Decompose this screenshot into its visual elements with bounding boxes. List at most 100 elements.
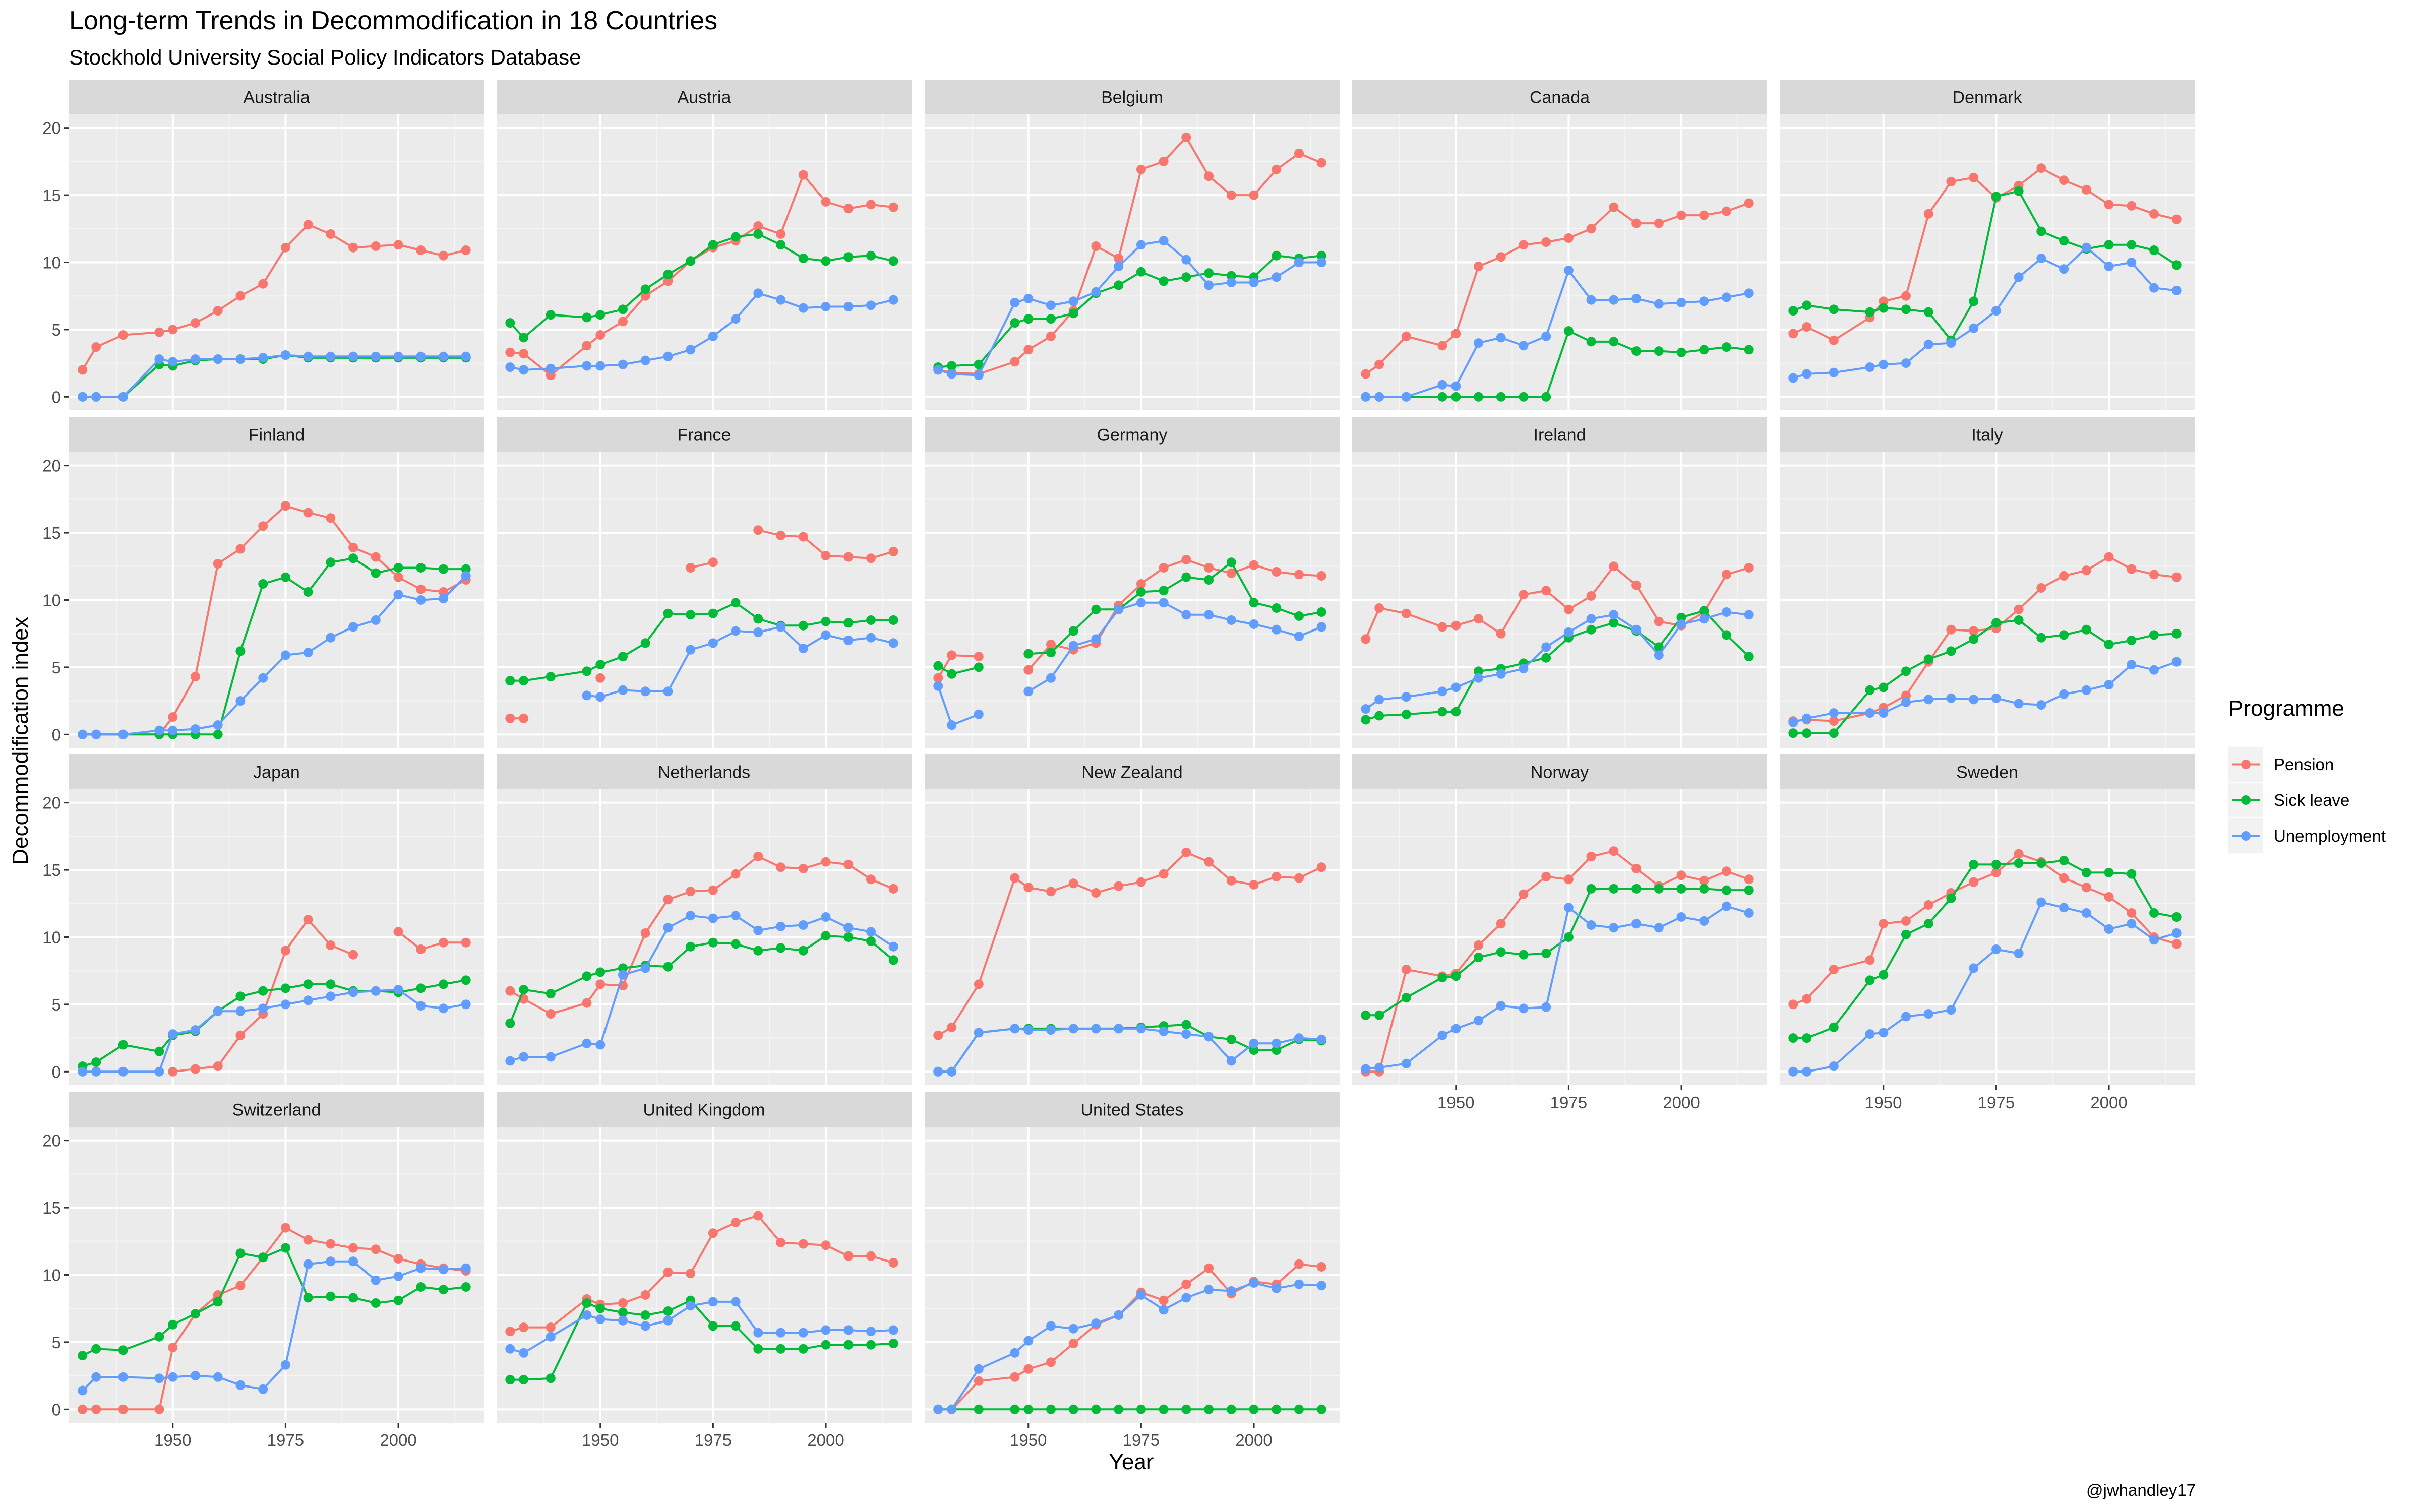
data-point-pension xyxy=(1159,1295,1169,1305)
data-point-unemployment xyxy=(888,1325,898,1335)
y-tick-label: 5 xyxy=(52,995,61,1014)
data-point-sick-leave xyxy=(1788,1033,1798,1043)
data-point-pension xyxy=(582,341,592,351)
data-point-sick-leave xyxy=(798,946,808,956)
data-point-unemployment xyxy=(1946,693,1956,703)
data-point-pension xyxy=(776,229,786,239)
data-point-unemployment xyxy=(1249,1038,1259,1048)
data-point-sick-leave xyxy=(618,963,628,973)
data-point-pension xyxy=(798,1239,808,1249)
data-point-pension xyxy=(974,979,984,989)
data-point-unemployment xyxy=(1879,359,1889,369)
data-point-unemployment xyxy=(1272,272,1282,282)
data-point-sick-leave xyxy=(1722,885,1731,895)
data-point-sick-leave xyxy=(258,986,268,996)
data-point-sick-leave xyxy=(1744,345,1754,355)
data-point-sick-leave xyxy=(821,1340,831,1350)
data-point-sick-leave xyxy=(1401,993,1411,1003)
series-pension xyxy=(505,170,898,381)
y-tick-label: 0 xyxy=(52,1062,61,1081)
data-point-unemployment xyxy=(2149,935,2159,945)
data-point-sick-leave xyxy=(1788,306,1798,316)
data-point-pension xyxy=(1699,210,1709,220)
data-point-sick-leave xyxy=(798,620,808,631)
data-point-pension xyxy=(1046,887,1056,897)
legend-key-point xyxy=(2241,795,2251,805)
data-point-unemployment xyxy=(461,1263,471,1273)
data-point-sick-leave xyxy=(1316,607,1326,617)
data-point-pension xyxy=(2059,571,2069,581)
series-unemployment xyxy=(78,1256,471,1396)
data-point-unemployment xyxy=(1374,1062,1384,1073)
data-point-unemployment xyxy=(1496,333,1506,343)
data-point-pension xyxy=(1969,877,1979,887)
data-point-sick-leave xyxy=(461,1282,471,1292)
data-point-sick-leave xyxy=(1010,318,1020,328)
data-point-unemployment xyxy=(640,963,650,973)
y-tick-label: 5 xyxy=(52,1333,61,1352)
data-point-unemployment xyxy=(1865,362,1875,372)
data-point-unemployment xyxy=(1068,1324,1078,1334)
data-point-unemployment xyxy=(416,595,426,605)
data-point-pension xyxy=(1451,329,1461,339)
data-point-pension xyxy=(1010,873,1020,883)
data-point-sick-leave xyxy=(595,660,606,670)
data-point-pension xyxy=(439,937,448,948)
data-point-unemployment xyxy=(1226,615,1236,625)
data-point-unemployment xyxy=(731,1297,741,1307)
data-point-sick-leave xyxy=(2104,640,2114,649)
data-point-unemployment xyxy=(1091,1318,1101,1329)
x-tick-label: 1950 xyxy=(582,1431,619,1450)
data-point-unemployment xyxy=(1091,287,1101,297)
data-point-sick-leave xyxy=(303,979,313,989)
data-point-unemployment xyxy=(1676,912,1686,922)
data-point-pension xyxy=(519,713,529,723)
data-point-pension xyxy=(1114,254,1124,263)
legend-item-sick-leave: Sick leave xyxy=(2228,783,2349,817)
data-point-unemployment xyxy=(461,999,471,1010)
data-point-pension xyxy=(663,276,673,286)
data-point-pension xyxy=(1374,603,1384,613)
data-point-unemployment xyxy=(1609,295,1619,305)
data-point-sick-leave xyxy=(1923,919,1933,929)
data-point-unemployment xyxy=(1294,1033,1304,1043)
data-point-pension xyxy=(1946,176,1956,186)
data-point-pension xyxy=(1496,628,1506,639)
data-point-sick-leave xyxy=(519,333,529,343)
y-tick-label: 0 xyxy=(52,388,61,406)
data-point-unemployment xyxy=(280,350,290,360)
data-point-sick-leave xyxy=(708,608,718,618)
data-point-sick-leave xyxy=(1159,1404,1169,1414)
data-point-sick-leave xyxy=(1802,728,1812,738)
data-point-unemployment xyxy=(1802,1066,1812,1077)
data-point-sick-leave xyxy=(1272,1404,1282,1414)
legend-title: Programme xyxy=(2228,696,2344,721)
data-point-unemployment xyxy=(1519,664,1529,674)
data-point-sick-leave xyxy=(1136,587,1146,597)
data-point-pension xyxy=(213,306,223,316)
data-point-pension xyxy=(1023,345,1034,355)
data-point-sick-leave xyxy=(326,1291,336,1301)
data-point-pension xyxy=(708,885,718,895)
data-point-unemployment xyxy=(505,362,515,372)
data-point-sick-leave xyxy=(1541,392,1551,402)
data-point-sick-leave xyxy=(776,240,786,250)
data-point-unemployment xyxy=(1046,300,1056,310)
data-point-pension xyxy=(1046,331,1056,341)
data-point-sick-leave xyxy=(1676,884,1686,894)
data-point-pension xyxy=(2081,565,2091,576)
data-point-sick-leave xyxy=(1609,618,1619,628)
data-point-unemployment xyxy=(1496,1001,1506,1011)
legend-label: Pension xyxy=(2274,755,2334,774)
series-sick-leave xyxy=(505,1295,898,1385)
data-point-sick-leave xyxy=(1023,1404,1034,1414)
data-point-unemployment xyxy=(546,1052,556,1062)
data-point-unemployment xyxy=(191,354,200,364)
data-point-unemployment xyxy=(1631,919,1642,929)
data-point-unemployment xyxy=(118,392,128,402)
series-unemployment xyxy=(1361,607,1754,714)
data-point-unemployment xyxy=(947,369,957,379)
data-point-sick-leave xyxy=(1401,709,1411,719)
data-point-pension xyxy=(1722,206,1731,216)
data-point-sick-leave xyxy=(461,975,471,985)
